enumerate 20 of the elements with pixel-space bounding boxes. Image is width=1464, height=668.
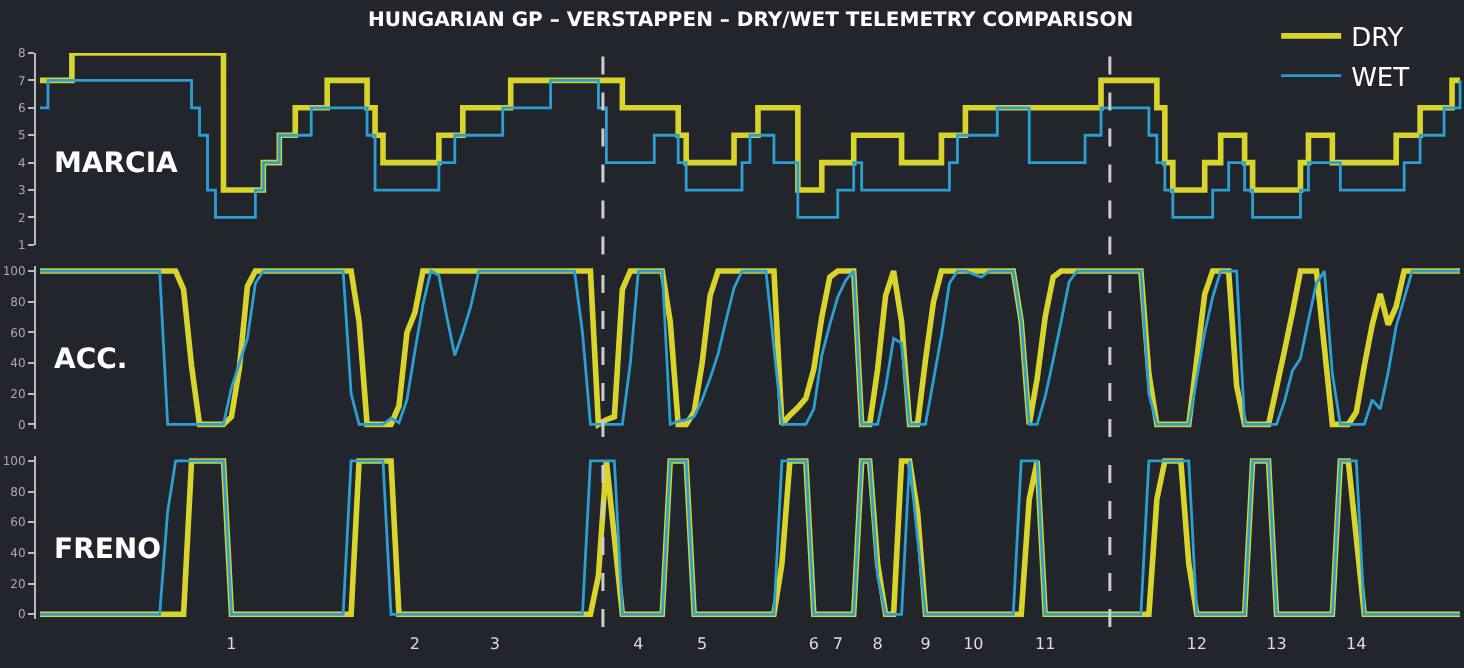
x-tick-label: 12 (1186, 634, 1207, 653)
x-tick-label: 13 (1266, 634, 1287, 653)
x-tick-label: 8 (872, 634, 883, 653)
x-tick-label: 5 (697, 634, 708, 653)
y-axis-title: FRENO (54, 534, 162, 566)
x-tick-label: 10 (963, 634, 984, 653)
x-tick-label: 1 (226, 634, 237, 653)
x-tick-label: 7 (832, 634, 843, 653)
x-tick-label: 6 (808, 634, 819, 653)
chart-title: HUNGARIAN GP – VERSTAPPEN – DRY/WET TELEMETRY COMPARISON (368, 10, 1134, 32)
legend-label: DRY (1351, 24, 1404, 55)
x-tick-label: 9 (920, 634, 931, 653)
x-tick-label: 4 (633, 634, 644, 653)
y-axis-title: ACC. (54, 344, 128, 376)
legend-label: WET (1351, 63, 1410, 94)
x-tick-label: 14 (1346, 634, 1367, 653)
x-tick-label: 2 (409, 634, 421, 653)
y-axis-title: MARCIA (54, 148, 179, 180)
x-tick-label: 3 (489, 634, 500, 653)
x-tick-label: 11 (1034, 634, 1056, 653)
